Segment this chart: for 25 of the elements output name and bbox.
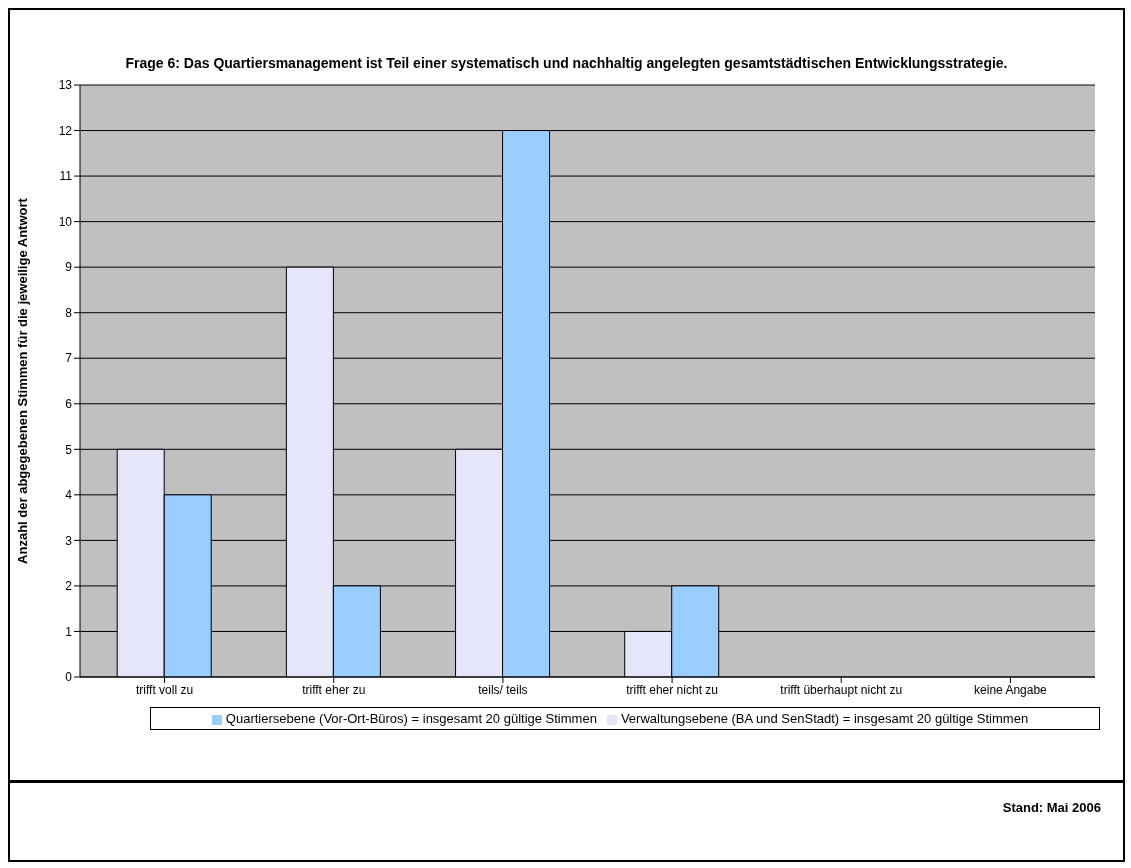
y-tick-label: 0 — [65, 670, 73, 685]
x-tick-label: trifft überhaupt nicht zu — [780, 682, 903, 697]
x-tick-label: trifft eher nicht zu — [626, 682, 718, 697]
y-tick-label: 10 — [58, 214, 73, 229]
y-tick-label: 8 — [65, 305, 73, 320]
legend-label: Verwaltungsebene (BA und SenStadt) = insgesamt 20 gültige Stimmen — [620, 711, 1029, 726]
y-tick-label: 4 — [65, 488, 73, 503]
y-tick-label: 11 — [59, 169, 73, 184]
y-tick-label: 5 — [65, 442, 73, 457]
x-tick-label: teils/ teils — [478, 682, 528, 697]
y-tick-label: 9 — [65, 260, 73, 275]
x-tick-label: trifft voll zu — [136, 682, 194, 697]
chart-title: Frage 6: Das Quartiersmanagement ist Teil einer systematisch und nachhaltig angelegten gesamtstädtischen Entwicklungsstrategie. — [124, 55, 1009, 71]
y-tick-label: 3 — [65, 533, 73, 548]
y-tick-label: 6 — [65, 397, 73, 412]
x-tick-label: keine Angabe — [974, 682, 1048, 697]
y-tick-label: 1 — [65, 624, 73, 639]
x-tick-label: trifft eher zu — [302, 682, 366, 697]
y-tick-label: 2 — [65, 579, 73, 594]
y-tick-label: 7 — [65, 351, 73, 366]
y-tick-label: 12 — [58, 123, 73, 138]
text: Stand: Mai 2006 — [1002, 800, 1101, 815]
y-tick-label: 13 — [58, 78, 73, 93]
legend-label: Quartiersebene (Vor-Ort-Büros) = insgesamt 20 gültige Stimmen — [225, 711, 597, 726]
y-axis-title: Anzahl der abgegebenen Stimmen für die jeweilige Antwort — [14, 197, 30, 564]
